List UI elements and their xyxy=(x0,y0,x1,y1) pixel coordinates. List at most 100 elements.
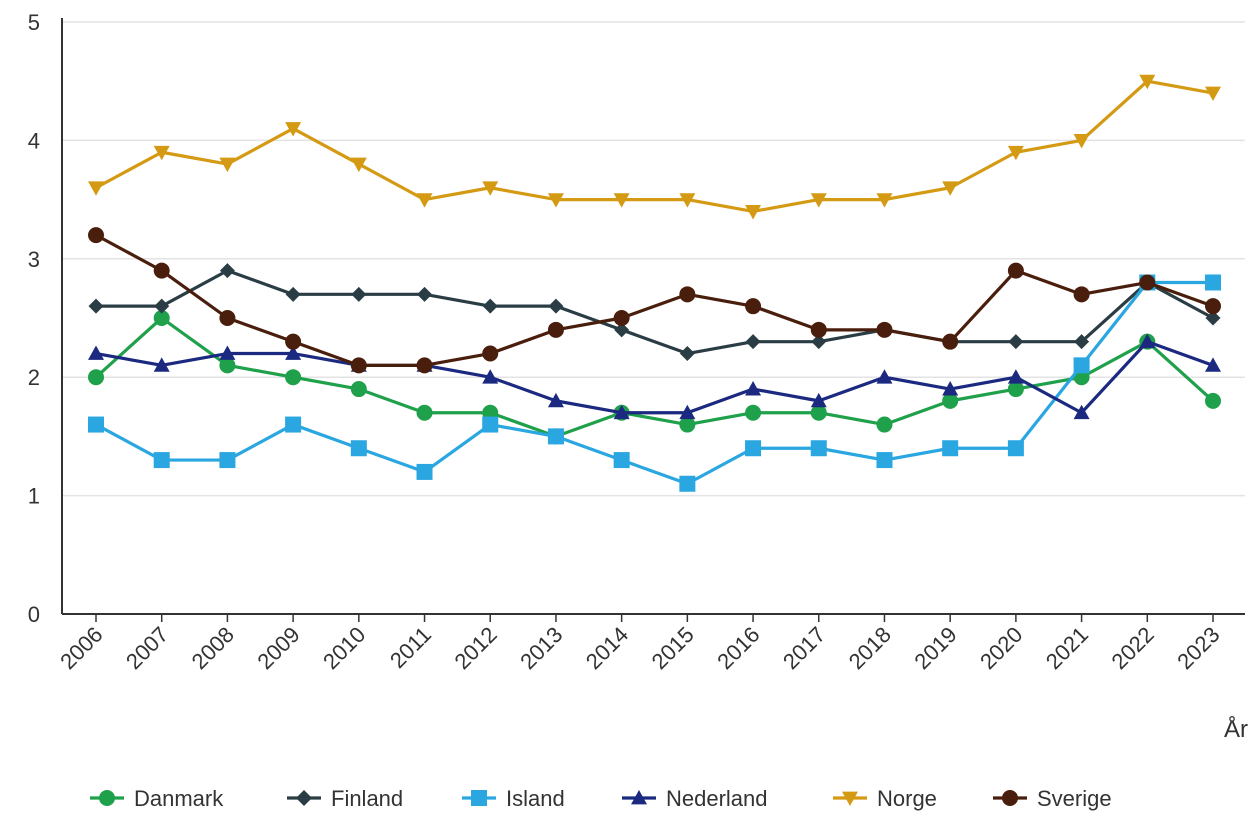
legend-item-danmark[interactable]: Danmark xyxy=(90,786,224,811)
data-point-norge-2008[interactable] xyxy=(219,157,236,173)
data-point-island-2006[interactable] xyxy=(88,416,104,433)
data-point-danmark-2020[interactable] xyxy=(1007,381,1024,398)
data-point-danmark-2017[interactable] xyxy=(810,404,827,421)
data-point-danmark-2018[interactable] xyxy=(876,416,893,433)
data-point-nederland-2020[interactable] xyxy=(1007,369,1024,384)
data-point-sverige-2007[interactable] xyxy=(153,262,170,279)
data-point-sverige-2017[interactable] xyxy=(810,321,827,338)
data-point-danmark-2015[interactable] xyxy=(679,416,696,433)
legend-item-finland[interactable]: Finland xyxy=(287,786,403,811)
data-point-island-2017[interactable] xyxy=(810,440,827,457)
data-point-norge-2018[interactable] xyxy=(876,193,893,208)
data-point-danmark-2008[interactable] xyxy=(219,357,236,374)
data-point-sverige-2018[interactable] xyxy=(876,321,893,338)
data-point-island-2014[interactable] xyxy=(613,452,630,469)
data-point-finland-2023[interactable] xyxy=(1205,310,1221,326)
data-point-norge-2016[interactable] xyxy=(745,205,762,220)
data-point-norge-2019[interactable] xyxy=(942,181,959,196)
data-point-sverige-2008[interactable] xyxy=(219,310,236,326)
data-point-island-2015[interactable] xyxy=(679,475,696,492)
data-point-nederland-2012[interactable] xyxy=(482,369,499,384)
data-point-island-2008[interactable] xyxy=(219,452,236,469)
data-point-sverige-2013[interactable] xyxy=(547,321,564,338)
legend-item-island[interactable]: Island xyxy=(462,786,565,811)
data-point-finland-2007[interactable] xyxy=(154,298,170,314)
data-point-finland-2014[interactable] xyxy=(614,322,630,338)
data-point-finland-2015[interactable] xyxy=(679,346,695,362)
data-point-norge-2022[interactable] xyxy=(1139,74,1156,90)
data-point-sverige-2011[interactable] xyxy=(416,357,433,374)
data-point-norge-2015[interactable] xyxy=(679,193,696,208)
data-point-sverige-2009[interactable] xyxy=(285,333,302,350)
data-point-sverige-2015[interactable] xyxy=(679,286,696,303)
legend-item-nederland[interactable]: Nederland xyxy=(622,786,768,811)
data-point-sverige-2021[interactable] xyxy=(1073,286,1090,303)
data-point-sverige-2022[interactable] xyxy=(1139,274,1156,291)
legend-item-sverige[interactable]: Sverige xyxy=(993,786,1112,811)
data-point-nederland-2018[interactable] xyxy=(876,369,893,384)
data-point-norge-2011[interactable] xyxy=(416,193,433,208)
data-point-norge-2007[interactable] xyxy=(153,145,170,161)
data-point-nederland-2014[interactable] xyxy=(613,404,630,420)
data-point-norge-2006[interactable] xyxy=(88,181,104,196)
data-point-norge-2014[interactable] xyxy=(613,193,630,208)
data-point-sverige-2012[interactable] xyxy=(482,345,499,362)
data-point-finland-2006[interactable] xyxy=(88,298,104,314)
data-point-nederland-2006[interactable] xyxy=(88,345,104,360)
data-point-nederland-2013[interactable] xyxy=(547,392,564,408)
data-point-norge-2023[interactable] xyxy=(1205,86,1221,102)
data-point-sverige-2020[interactable] xyxy=(1007,262,1024,279)
data-point-nederland-2019[interactable] xyxy=(942,381,959,396)
data-point-island-2021[interactable] xyxy=(1073,357,1090,374)
data-point-finland-2013[interactable] xyxy=(548,298,564,314)
data-point-island-2007[interactable] xyxy=(153,452,170,469)
data-point-nederland-2023[interactable] xyxy=(1205,357,1221,372)
data-point-norge-2013[interactable] xyxy=(547,193,564,208)
data-point-sverige-2016[interactable] xyxy=(745,298,762,315)
data-point-nederland-2007[interactable] xyxy=(153,357,170,372)
data-point-finland-2009[interactable] xyxy=(285,286,301,302)
data-point-finland-2021[interactable] xyxy=(1074,334,1090,350)
data-point-danmark-2016[interactable] xyxy=(745,404,762,421)
data-point-island-2009[interactable] xyxy=(285,416,302,433)
data-point-nederland-2008[interactable] xyxy=(219,345,236,360)
data-point-danmark-2009[interactable] xyxy=(285,369,302,386)
data-point-island-2010[interactable] xyxy=(350,440,367,457)
data-point-norge-2017[interactable] xyxy=(810,193,827,208)
data-point-sverige-2019[interactable] xyxy=(942,333,959,350)
data-point-island-2019[interactable] xyxy=(942,440,959,457)
data-point-nederland-2017[interactable] xyxy=(810,392,827,408)
data-point-finland-2008[interactable] xyxy=(219,263,235,279)
data-point-finland-2017[interactable] xyxy=(811,334,827,350)
data-point-danmark-2011[interactable] xyxy=(416,404,433,421)
data-point-norge-2010[interactable] xyxy=(350,157,367,173)
data-point-island-2023[interactable] xyxy=(1205,274,1221,291)
data-point-norge-2012[interactable] xyxy=(482,181,499,196)
data-point-island-2020[interactable] xyxy=(1007,440,1024,457)
data-point-nederland-2009[interactable] xyxy=(285,345,302,360)
data-point-finland-2011[interactable] xyxy=(417,286,433,302)
data-point-sverige-2010[interactable] xyxy=(350,357,367,374)
data-point-danmark-2023[interactable] xyxy=(1205,392,1221,409)
data-point-finland-2012[interactable] xyxy=(482,298,498,314)
data-point-sverige-2014[interactable] xyxy=(613,310,630,326)
data-point-finland-2010[interactable] xyxy=(351,286,367,302)
data-point-finland-2016[interactable] xyxy=(745,334,761,350)
data-point-danmark-2007[interactable] xyxy=(153,310,170,326)
data-point-danmark-2019[interactable] xyxy=(942,392,959,409)
data-point-norge-2020[interactable] xyxy=(1007,145,1024,161)
data-point-sverige-2023[interactable] xyxy=(1205,298,1221,315)
data-point-norge-2021[interactable] xyxy=(1073,134,1090,149)
data-point-sverige-2006[interactable] xyxy=(88,227,104,244)
data-point-island-2018[interactable] xyxy=(876,452,893,469)
data-point-island-2012[interactable] xyxy=(482,416,499,433)
data-point-nederland-2016[interactable] xyxy=(745,381,762,396)
legend-item-norge[interactable]: Norge xyxy=(833,786,937,811)
data-point-danmark-2010[interactable] xyxy=(350,381,367,398)
data-point-danmark-2006[interactable] xyxy=(88,369,104,386)
data-point-island-2016[interactable] xyxy=(745,440,762,457)
data-point-island-2011[interactable] xyxy=(416,463,433,480)
legend[interactable]: Danmark Finland Island Nederland Norge Sverig… xyxy=(90,786,1112,811)
data-point-nederland-2021[interactable] xyxy=(1073,404,1090,420)
data-point-norge-2009[interactable] xyxy=(285,122,302,137)
